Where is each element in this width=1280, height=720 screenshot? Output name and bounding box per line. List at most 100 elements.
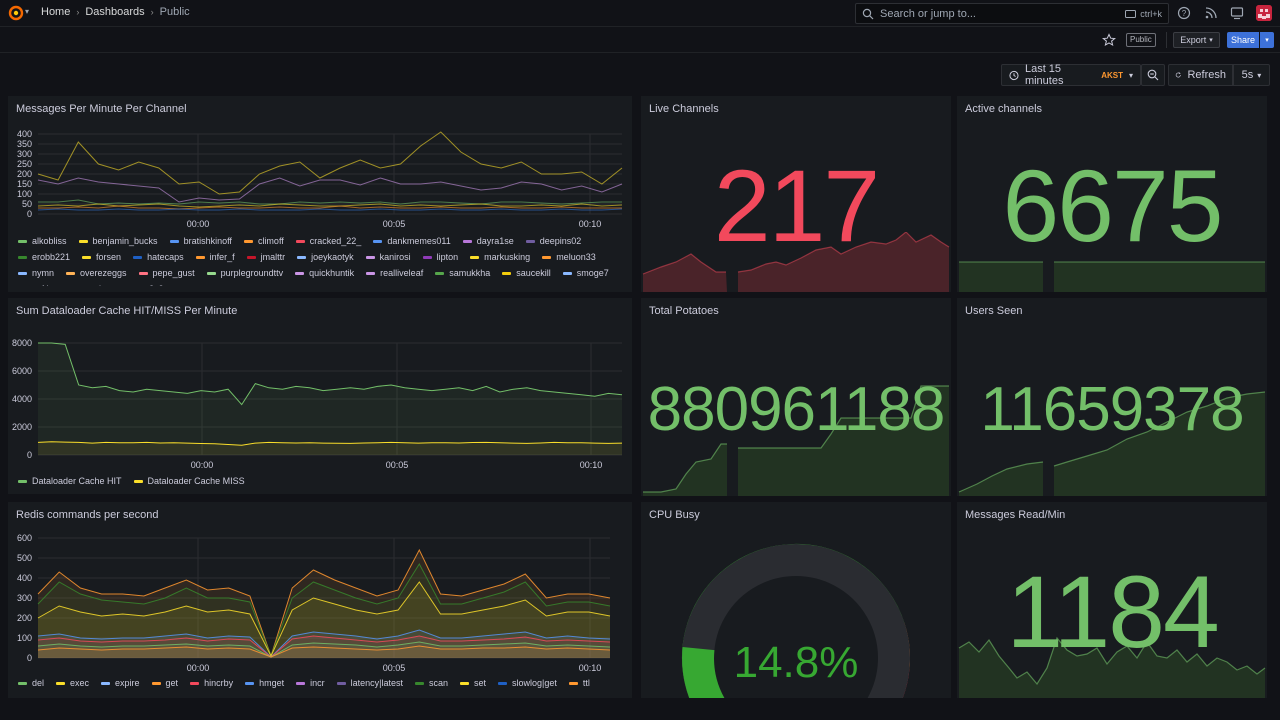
legend-item[interactable]: Dataloader Cache HIT [18, 474, 122, 488]
legend-item[interactable]: expire [101, 676, 140, 690]
zoom-out-button[interactable] [1141, 64, 1165, 86]
time-range-picker[interactable]: Last 15 minutes AKST ▾ [1001, 63, 1141, 87]
clock-icon [1009, 70, 1019, 80]
legend-item[interactable]: samukkha [435, 266, 490, 280]
legend-item[interactable]: dayra1se [462, 234, 514, 248]
legend-item[interactable]: joeykaotyk [297, 250, 354, 264]
dataloader-chart[interactable]: 8000 6000 4000 2000 0 00:00 00:05 00:10 [8, 324, 632, 476]
legend-item[interactable]: forsen [82, 250, 121, 264]
star-icon[interactable] [1102, 33, 1116, 47]
legend-item[interactable]: jmalttr [246, 250, 285, 264]
panel-users-seen[interactable]: Users Seen 11659378 [957, 298, 1267, 496]
panel-total-potatoes[interactable]: Total Potatoes 880961188 [641, 298, 951, 496]
legend-item[interactable]: t2x2 [133, 282, 164, 286]
panel-messages-per-minute[interactable]: Messages Per Minute Per Channel 400 350 30… [8, 96, 632, 292]
cpu-busy-gauge [681, 543, 910, 698]
panel-cpu-busy[interactable]: CPU Busy 14.8% [641, 502, 951, 698]
legend-item[interactable]: get [151, 676, 178, 690]
legend-item[interactable]: meluon33 [542, 250, 596, 264]
avatar[interactable] [1256, 5, 1272, 21]
legend-swatch [525, 239, 535, 243]
share-button[interactable]: Share [1227, 32, 1259, 48]
legend-item[interactable]: purplegroundttv [206, 266, 283, 280]
legend-item[interactable]: overezeggs [66, 266, 127, 280]
legend-item[interactable]: slowlog|get [498, 676, 557, 690]
legend-item[interactable]: saucekill [502, 266, 551, 280]
panel-redis[interactable]: Redis commands per second 600 500 400 300 20… [8, 502, 632, 698]
legend-item[interactable]: dankmemes011 [373, 234, 451, 248]
legend-item[interactable]: kanirosi [365, 250, 411, 264]
legend-item[interactable]: ttl [568, 676, 590, 690]
redis-chart[interactable]: 600 500 400 300 200 100 0 00:00 00:05 00:10 [8, 528, 632, 680]
series-line [37, 131, 623, 195]
legend-label: t2x2 [147, 284, 164, 286]
chevron-down-icon: ▾ [1257, 70, 1262, 80]
legend-item[interactable]: softiya [18, 282, 58, 286]
panel-live-channels[interactable]: Live Channels 217 [641, 96, 951, 292]
legend-item[interactable]: deepins02 [525, 234, 581, 248]
messages-read-sparkline [958, 636, 1266, 698]
breadcrumb-dashboards[interactable]: Dashboards [85, 6, 145, 18]
refresh-interval-picker[interactable]: 5s ▾ [1233, 64, 1270, 86]
legend-swatch [542, 255, 552, 259]
legend-item[interactable]: quickhuntik [295, 266, 354, 280]
tv-mode-icon[interactable] [1230, 6, 1244, 20]
refresh-button[interactable]: Refresh [1168, 64, 1233, 86]
export-button[interactable]: Export ▾ [1173, 32, 1220, 48]
legend-item[interactable]: climoff [243, 234, 284, 248]
help-icon[interactable]: ? [1177, 6, 1191, 20]
legend-item[interactable]: del [18, 676, 44, 690]
y-tick-label: 300 [17, 593, 32, 603]
legend-item[interactable]: studytme [70, 282, 121, 286]
legend-item[interactable]: scan [414, 676, 448, 690]
panel-dataloader[interactable]: Sum Dataloader Cache HIT/MISS Per Minute… [8, 298, 632, 494]
legend-swatch [422, 255, 432, 259]
legend-item[interactable]: smoge7 [562, 266, 609, 280]
series-line [37, 177, 623, 203]
panel-active-channels[interactable]: Active channels 6675 [957, 96, 1267, 292]
legend-item[interactable]: lipton [422, 250, 458, 264]
legend-swatch [568, 681, 578, 685]
legend-item[interactable]: set [460, 676, 486, 690]
legend-item[interactable]: hincrby [190, 676, 233, 690]
legend-item[interactable]: nymn [18, 266, 54, 280]
legend-item[interactable]: incr [296, 676, 325, 690]
y-tick-label: 350 [17, 139, 32, 149]
share-dropdown-button[interactable]: ▾ [1260, 32, 1274, 48]
y-tick-label: 500 [17, 553, 32, 563]
grafana-logo-icon[interactable] [8, 5, 24, 21]
legend-label: pepe_gust [152, 268, 195, 278]
legend-item[interactable]: hmget [245, 676, 284, 690]
legend-swatch [296, 681, 306, 685]
x-tick-label: 00:05 [386, 460, 409, 470]
chevron-down-icon[interactable]: ▾ [25, 7, 30, 16]
legend-item[interactable]: Dataloader Cache MISS [133, 474, 245, 488]
breadcrumb-home[interactable]: Home [41, 6, 71, 18]
legend-item[interactable]: alkobliss [18, 234, 67, 248]
legend-item[interactable]: markusking [470, 250, 530, 264]
legend-item[interactable]: hatecaps [133, 250, 184, 264]
series-line [37, 203, 623, 208]
legend-item[interactable]: erobb221 [18, 250, 70, 264]
legend-item[interactable]: exec [56, 676, 89, 690]
x-tick-label: 00:00 [187, 663, 210, 673]
legend-item[interactable]: benjamin_bucks [78, 234, 158, 248]
chevron-right-icon: › [76, 7, 80, 17]
legend-item[interactable]: infer_f [195, 250, 235, 264]
rss-icon[interactable] [1204, 6, 1218, 20]
legend-swatch [82, 255, 92, 259]
legend-swatch [18, 479, 27, 483]
legend-item[interactable]: realliveleaf [366, 266, 423, 280]
legend-item[interactable]: pepe_gust [138, 266, 195, 280]
search-input[interactable]: Search or jump to... ctrl+k [855, 3, 1169, 24]
legend-item[interactable]: bratishkinoff [169, 234, 232, 248]
legend-item[interactable]: latency|latest [336, 676, 403, 690]
series-line [37, 581, 611, 658]
legend-item[interactable]: cracked_22_ [295, 234, 361, 248]
panel-title: Messages Per Minute Per Channel [16, 103, 187, 115]
legend-swatch [414, 681, 424, 685]
legend-swatch [295, 271, 305, 275]
panel-messages-read[interactable]: Messages Read/Min 1184 [957, 502, 1267, 698]
legend-swatch [151, 681, 161, 685]
